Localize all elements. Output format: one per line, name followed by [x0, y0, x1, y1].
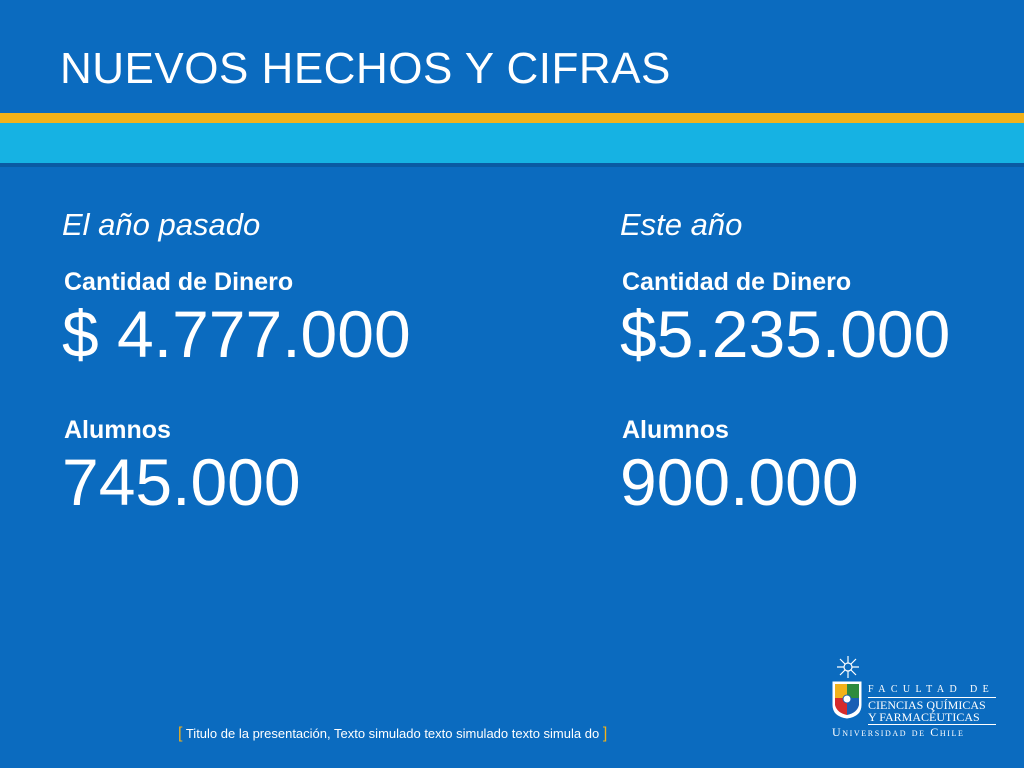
column-this-year: Este año Cantidad de Dinero $5.235.000 A…: [620, 205, 1024, 519]
column-heading: Este año: [620, 207, 743, 242]
money-value: $ 4.777.000: [62, 297, 411, 371]
yellow-stripe: [0, 113, 1024, 123]
students-label: Alumnos: [64, 416, 171, 444]
logo-text: FACULTAD DE CIENCIAS QUÍMICAS Y FARMACÉU…: [868, 684, 1002, 726]
students-label: Alumnos: [622, 416, 729, 444]
column-last-year: El año pasado Cantidad de Dinero $ 4.777…: [62, 205, 502, 519]
slide-title: NUEVOS HECHOS Y CIFRAS: [60, 44, 671, 93]
students-value: 900.000: [620, 445, 859, 519]
footer-open-bracket: [: [178, 725, 183, 742]
footer-close-bracket: ]: [602, 725, 608, 742]
money-value: $5.235.000: [620, 297, 951, 371]
coat-of-arms-icon: [832, 681, 862, 719]
footer-text: Titulo de la presentación, Texto simulad…: [185, 726, 600, 741]
logo-line-faculty: FACULTAD DE: [868, 684, 995, 695]
money-label: Cantidad de Dinero: [622, 268, 852, 296]
logo-line-sciences: CIENCIAS QUÍMICAS: [868, 698, 986, 712]
column-heading: El año pasado: [62, 207, 261, 242]
logo-rule: [868, 724, 996, 725]
students-value: 745.000: [62, 445, 301, 519]
stripe-shadow: [0, 163, 1024, 167]
logo-line-pharma: Y FARMACÉUTICAS: [868, 710, 980, 724]
logo-university: Universidad de Chile: [832, 725, 965, 739]
cyan-stripe: [0, 123, 1024, 163]
sun-star-icon: [837, 656, 859, 678]
footer-caption: [ Titulo de la presentación, Texto simul…: [178, 724, 618, 744]
logo-rule: [868, 697, 996, 698]
faculty-logo: FACULTAD DE CIENCIAS QUÍMICAS Y FARMACÉU…: [830, 655, 1002, 741]
money-label: Cantidad de Dinero: [64, 268, 294, 296]
